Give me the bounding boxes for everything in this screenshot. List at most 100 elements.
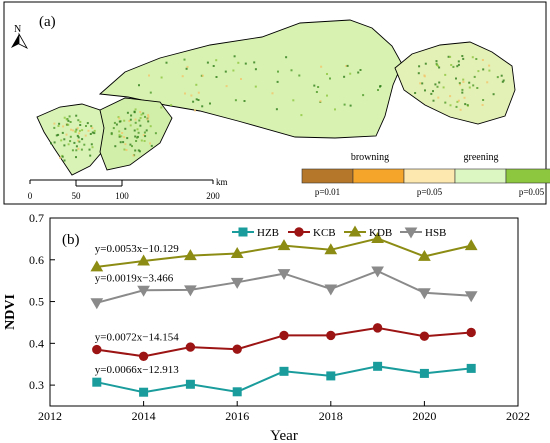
texture-dot	[112, 127, 115, 130]
texture-dot	[462, 57, 465, 60]
texture-dot	[254, 85, 257, 88]
texture-dot	[81, 138, 84, 141]
legend-class-label: p=0.01	[315, 187, 340, 197]
texture-dot	[457, 63, 460, 66]
texture-dot	[140, 113, 143, 116]
texture-dot	[435, 62, 438, 65]
texture-dot	[461, 91, 464, 94]
texture-dot	[75, 145, 78, 148]
texture-dot	[134, 118, 137, 121]
texture-dot	[69, 140, 72, 143]
texture-dot	[78, 132, 81, 135]
x-axis-title: Year	[270, 428, 298, 443]
data-point-kcb	[185, 342, 196, 352]
texture-dot	[67, 123, 70, 126]
data-point-hzb	[466, 363, 476, 373]
texture-dot	[468, 81, 471, 84]
basin-hsb	[394, 41, 516, 125]
scale-tick-0: 0	[28, 191, 33, 201]
texture-dot	[137, 149, 140, 152]
texture-dot	[88, 148, 91, 151]
basin-map	[36, 19, 516, 176]
texture-dot	[136, 136, 139, 139]
legend-marker	[294, 227, 304, 237]
north-arrow-icon: N	[11, 24, 29, 49]
texture-dot	[55, 134, 58, 137]
texture-dot	[477, 70, 480, 73]
texture-dot	[126, 111, 129, 114]
texture-dot	[277, 70, 279, 73]
texture-dot	[143, 131, 146, 134]
texture-dot	[414, 92, 417, 94]
plot-frame	[49, 217, 519, 407]
texture-dot	[343, 103, 346, 106]
texture-dot	[148, 74, 150, 77]
texture-dot	[53, 126, 56, 129]
texture-dot	[149, 142, 151, 145]
texture-dot	[377, 89, 379, 91]
texture-dot	[292, 99, 295, 102]
texture-dot	[134, 108, 137, 111]
texture-dot	[437, 96, 440, 99]
texture-dot	[140, 139, 143, 142]
texture-dot	[253, 61, 256, 64]
legend-label: KCB	[313, 227, 336, 239]
texture-dot	[315, 91, 318, 93]
texture-dot	[488, 69, 491, 72]
texture-dot	[138, 84, 140, 87]
texture-dot	[334, 108, 336, 111]
data-point-kdb	[184, 249, 197, 261]
texture-dot	[449, 104, 452, 107]
texture-dot	[237, 61, 240, 64]
trend-equation-kdb: y=0.0053x−10.129	[95, 243, 179, 255]
texture-dot	[115, 123, 118, 126]
legend-swatch-3	[454, 168, 507, 184]
texture-dot	[212, 65, 215, 67]
texture-dot	[482, 68, 485, 71]
data-point-hsb	[277, 269, 291, 281]
texture-dot	[86, 122, 89, 125]
texture-dot	[232, 69, 235, 72]
texture-dot	[133, 110, 136, 113]
texture-dot	[114, 145, 117, 148]
texture-dot	[197, 99, 200, 101]
texture-dot	[63, 159, 66, 162]
data-point-kdb	[418, 249, 431, 261]
texture-dot	[359, 69, 362, 71]
data-point-kdb	[137, 254, 150, 266]
texture-dot	[63, 144, 66, 147]
texture-dot	[135, 140, 138, 142]
texture-dot	[58, 122, 61, 125]
texture-dot	[476, 87, 479, 89]
texture-dot	[298, 74, 301, 77]
texture-dot	[91, 146, 94, 149]
texture-dot	[129, 143, 132, 146]
scale-bar: 0 50 100 200 km	[28, 177, 228, 201]
texture-dot	[126, 137, 129, 140]
texture-dot	[240, 78, 242, 80]
texture-dot	[444, 73, 447, 76]
texture-dot	[185, 67, 188, 70]
texture-dot	[500, 74, 503, 77]
texture-dot	[466, 104, 469, 106]
texture-dot	[481, 104, 484, 106]
texture-dot	[90, 125, 93, 128]
texture-dot	[190, 94, 193, 97]
texture-dot	[118, 117, 121, 120]
legend-swatch-0	[301, 168, 354, 184]
scale-unit: km	[216, 177, 228, 187]
texture-dot	[343, 75, 346, 78]
texture-dot	[61, 131, 64, 134]
texture-dot	[183, 58, 186, 61]
scale-tick-200: 200	[206, 191, 220, 201]
texture-dot	[449, 95, 452, 98]
basin-hzb	[36, 103, 107, 176]
texture-dot	[75, 114, 78, 117]
texture-dot	[138, 150, 141, 153]
texture-dot	[69, 135, 72, 138]
data-point-kcb	[372, 323, 383, 333]
texture-dot	[118, 130, 121, 133]
data-point-kcb	[92, 344, 102, 355]
texture-dot	[146, 118, 149, 121]
texture-dot	[436, 85, 439, 88]
